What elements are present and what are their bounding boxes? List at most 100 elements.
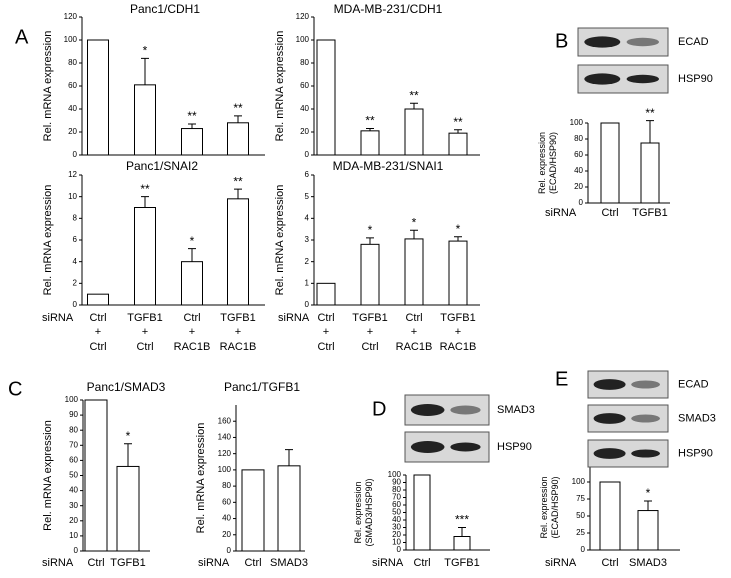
y-tick-label: 20 bbox=[300, 127, 309, 136]
bar bbox=[87, 39, 109, 156]
x-tick-label: Ctrl bbox=[87, 557, 104, 569]
blot-band bbox=[450, 405, 481, 415]
y-axis-label: Rel. mRNA expression bbox=[42, 420, 54, 531]
bar bbox=[448, 132, 468, 156]
y-tick-label: 8 bbox=[73, 213, 78, 222]
blot-band bbox=[593, 379, 626, 390]
significance: ** bbox=[645, 106, 655, 120]
panel-letter: E bbox=[555, 368, 568, 390]
y-tick-label: 10 bbox=[392, 538, 401, 547]
bar bbox=[413, 474, 431, 551]
y-tick-label: 20 bbox=[574, 182, 583, 191]
y-axis-label: Rel. mRNA expression bbox=[42, 185, 54, 296]
x-tick-label: TGFB1 bbox=[110, 557, 145, 569]
y-tick-label: 140 bbox=[218, 433, 232, 442]
bar bbox=[640, 142, 660, 204]
row-label: siRNA bbox=[372, 557, 404, 569]
blot-band bbox=[410, 441, 445, 453]
y-axis-label: (ECAD/HSP90) bbox=[548, 132, 558, 194]
significance: *** bbox=[455, 513, 469, 527]
significance: ** bbox=[365, 114, 375, 128]
bar bbox=[181, 261, 203, 306]
chart-title: MDA-MB-231/SNAI1 bbox=[333, 159, 444, 173]
joiner: + bbox=[235, 326, 241, 338]
x-tick-label: SMAD3 bbox=[270, 557, 308, 569]
y-tick-label: 2 bbox=[305, 257, 310, 266]
y-tick-label: 4 bbox=[73, 257, 78, 266]
significance: ** bbox=[187, 109, 197, 123]
y-tick-label: 80 bbox=[222, 481, 231, 490]
blot-band bbox=[584, 73, 621, 85]
blot-label: HSP90 bbox=[678, 73, 713, 85]
significance: * bbox=[143, 44, 148, 58]
y-tick-label: 100 bbox=[570, 118, 584, 127]
bar bbox=[637, 510, 659, 551]
x-tick-label: RAC1B bbox=[220, 341, 257, 353]
blot-label: ECAD bbox=[678, 36, 709, 48]
error-bar bbox=[141, 57, 149, 85]
y-axis-label: Rel. expression bbox=[539, 476, 549, 538]
y-tick-label: 20 bbox=[69, 516, 78, 525]
joiner: + bbox=[142, 326, 148, 338]
x-tick-label: TGFB1 bbox=[632, 207, 667, 219]
y-tick-label: 40 bbox=[68, 104, 77, 113]
y-axis-label: (SMAD3/HSP90) bbox=[364, 478, 374, 546]
x-tick-label: SMAD3 bbox=[629, 557, 667, 569]
blot-band bbox=[626, 37, 659, 47]
y-axis-label: (ECAD/HSP90) bbox=[550, 476, 560, 538]
panel-letter: A bbox=[15, 26, 29, 48]
bar bbox=[134, 207, 156, 306]
blot-band bbox=[631, 414, 660, 423]
bar bbox=[116, 465, 140, 552]
blot-label: SMAD3 bbox=[497, 404, 535, 416]
error-bar bbox=[644, 500, 652, 511]
x-tick-label: Ctrl bbox=[361, 341, 378, 353]
error-bar bbox=[234, 115, 242, 123]
error-bar bbox=[410, 229, 418, 239]
y-tick-label: 20 bbox=[68, 127, 77, 136]
error-bar bbox=[410, 102, 418, 109]
error-bar bbox=[454, 129, 462, 134]
y-tick-label: 0 bbox=[305, 300, 310, 309]
row-label: siRNA bbox=[545, 207, 577, 219]
x-tick-label: Ctrl bbox=[136, 341, 153, 353]
bar bbox=[227, 122, 249, 156]
y-tick-label: 70 bbox=[392, 493, 401, 502]
significance: ** bbox=[453, 115, 463, 129]
y-tick-label: 30 bbox=[392, 523, 401, 532]
y-tick-label: 0 bbox=[305, 150, 310, 159]
y-tick-label: 40 bbox=[222, 514, 231, 523]
y-tick-label: 120 bbox=[296, 12, 310, 21]
blot-band bbox=[631, 449, 660, 458]
y-tick-label: 160 bbox=[218, 416, 232, 425]
bar bbox=[404, 238, 424, 306]
blot-label: HSP90 bbox=[678, 447, 713, 459]
x-tick-label: Ctrl bbox=[405, 312, 422, 324]
joiner: + bbox=[411, 326, 417, 338]
bar bbox=[360, 130, 380, 156]
y-tick-label: 70 bbox=[69, 440, 78, 449]
significance: ** bbox=[409, 88, 419, 102]
y-tick-label: 50 bbox=[392, 508, 401, 517]
y-tick-label: 80 bbox=[574, 134, 583, 143]
y-tick-label: 6 bbox=[73, 235, 78, 244]
row-label: siRNA bbox=[545, 557, 577, 569]
row-label: siRNA bbox=[42, 557, 74, 569]
blot-band bbox=[626, 74, 659, 84]
y-tick-label: 3 bbox=[305, 235, 310, 244]
x-tick-label: Ctrl bbox=[317, 341, 334, 353]
y-axis-label: Rel. expression bbox=[537, 132, 547, 194]
x-tick-label: Ctrl bbox=[183, 312, 200, 324]
y-tick-label: 90 bbox=[69, 410, 78, 419]
y-tick-label: 40 bbox=[574, 166, 583, 175]
error-bar bbox=[646, 120, 654, 143]
joiner: + bbox=[95, 326, 101, 338]
y-tick-label: 90 bbox=[392, 478, 401, 487]
significance: ** bbox=[233, 174, 243, 188]
row-label: siRNA bbox=[42, 312, 74, 324]
y-tick-label: 100 bbox=[388, 470, 402, 479]
y-tick-label: 40 bbox=[300, 104, 309, 113]
joiner: + bbox=[455, 326, 461, 338]
blot-band bbox=[593, 413, 626, 424]
